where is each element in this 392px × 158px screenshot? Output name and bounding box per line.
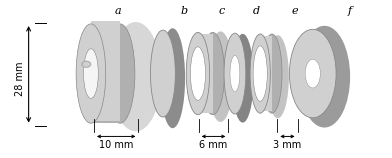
Text: 28 mm: 28 mm [15, 62, 25, 96]
Ellipse shape [83, 49, 98, 98]
Ellipse shape [76, 24, 106, 123]
Bar [91, 118, 120, 123]
Text: 3 mm: 3 mm [273, 140, 301, 150]
Text: b: b [181, 6, 188, 16]
Text: 10 mm: 10 mm [99, 140, 133, 150]
Ellipse shape [299, 26, 350, 128]
Ellipse shape [224, 33, 246, 114]
Ellipse shape [201, 32, 224, 115]
Ellipse shape [208, 31, 233, 122]
Ellipse shape [289, 29, 336, 118]
Text: d: d [253, 6, 260, 16]
Bar [260, 36, 272, 111]
Ellipse shape [305, 59, 320, 88]
Ellipse shape [105, 24, 135, 123]
Text: a: a [115, 6, 122, 16]
Text: 6 mm: 6 mm [200, 140, 228, 150]
Ellipse shape [250, 34, 270, 113]
Bar [91, 26, 120, 121]
Ellipse shape [253, 46, 267, 101]
Ellipse shape [151, 30, 175, 117]
Ellipse shape [186, 32, 210, 115]
Text: f: f [348, 6, 352, 16]
Bar [91, 21, 120, 26]
Ellipse shape [267, 35, 289, 118]
Text: e: e [292, 6, 299, 16]
Ellipse shape [230, 55, 240, 92]
Ellipse shape [83, 62, 90, 67]
Ellipse shape [262, 34, 282, 113]
Ellipse shape [160, 28, 185, 128]
Ellipse shape [110, 22, 162, 131]
Ellipse shape [191, 47, 205, 100]
Text: c: c [218, 6, 225, 16]
Ellipse shape [232, 34, 254, 123]
Bar [198, 34, 213, 113]
